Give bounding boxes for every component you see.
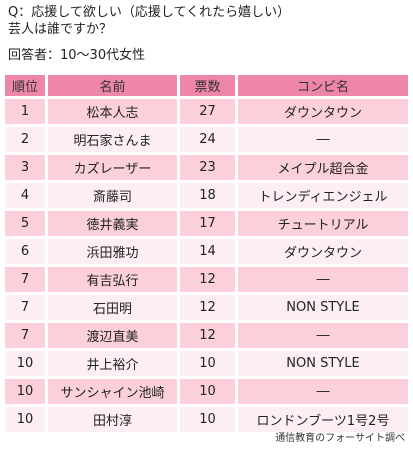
table-row: 4 斎藤司 18 トレンディエンジェル — [5, 183, 408, 208]
cell-combi: ― — [238, 379, 408, 404]
cell-rank: 7 — [5, 267, 48, 292]
cell-combi: ― — [238, 323, 408, 348]
table-row: 6 浜田雅功 14 ダウンタウン — [5, 239, 408, 264]
table-row: 10 田村淳 10 ロンドンブーツ1号2号 — [5, 407, 408, 432]
cell-combi: ― — [238, 127, 408, 152]
table-row: 10 井上裕介 10 NON STYLE — [5, 351, 408, 376]
cell-votes: 12 — [180, 295, 238, 320]
cell-votes: 10 — [180, 351, 238, 376]
cell-votes: 27 — [180, 99, 238, 124]
respondents-label: 回答者：10〜30代女性 — [8, 48, 146, 63]
cell-votes: 24 — [180, 127, 238, 152]
question-title: Q：応援して欲しい（応援してくれたら嬉しい） 芸人は誰ですか？ — [8, 5, 291, 37]
source-note: 通信教育のフォーサイト調べ — [275, 433, 405, 444]
cell-votes: 12 — [180, 323, 238, 348]
table-row: 5 徳井義実 17 チュートリアル — [5, 211, 408, 236]
cell-rank: 10 — [5, 351, 48, 376]
cell-combi: NON STYLE — [238, 295, 408, 320]
header-votes: 票数 — [180, 75, 238, 96]
cell-combi: トレンディエンジェル — [238, 183, 408, 208]
table-row: 7 有吉弘行 12 ― — [5, 267, 408, 292]
cell-name: 松本人志 — [48, 99, 180, 124]
ranking-body: 1 松本人志 27 ダウンタウン 2 明石家さんま 24 ― 3 カズレーザー 23 メイプル超合金 4… — [5, 99, 408, 432]
cell-votes: 17 — [180, 211, 238, 236]
cell-rank: 4 — [5, 183, 48, 208]
cell-combi: ロンドンブーツ1号2号 — [238, 407, 408, 432]
cell-votes: 10 — [180, 407, 238, 432]
header-combi: コンビ名 — [238, 75, 408, 96]
table-header-row: 順位 名前 票数 コンビ名 — [5, 75, 408, 96]
table-row: 7 石田明 12 NON STYLE — [5, 295, 408, 320]
cell-name: 浜田雅功 — [48, 239, 180, 264]
cell-name: カズレーザー — [48, 155, 180, 180]
cell-votes: 23 — [180, 155, 238, 180]
cell-combi: ― — [238, 267, 408, 292]
cell-name: 有吉弘行 — [48, 267, 180, 292]
ranking-table: 順位 名前 票数 コンビ名 1 松本人志 27 ダウンタウン 2 明石家さんま 24 ― 3 カズ… — [5, 72, 408, 435]
cell-combi: チュートリアル — [238, 211, 408, 236]
header-rank: 順位 — [5, 75, 48, 96]
table-row: 10 サンシャイン池崎 10 ― — [5, 379, 408, 404]
cell-name: サンシャイン池崎 — [48, 379, 180, 404]
cell-combi: ダウンタウン — [238, 99, 408, 124]
cell-rank: 5 — [5, 211, 48, 236]
cell-combi: NON STYLE — [238, 351, 408, 376]
table-row: 7 渡辺直美 12 ― — [5, 323, 408, 348]
cell-rank: 6 — [5, 239, 48, 264]
cell-name: 石田明 — [48, 295, 180, 320]
cell-rank: 7 — [5, 295, 48, 320]
cell-votes: 18 — [180, 183, 238, 208]
header-name: 名前 — [48, 75, 180, 96]
cell-name: 徳井義実 — [48, 211, 180, 236]
cell-rank: 2 — [5, 127, 48, 152]
cell-votes: 12 — [180, 267, 238, 292]
cell-votes: 10 — [180, 379, 238, 404]
cell-rank: 10 — [5, 379, 48, 404]
cell-votes: 14 — [180, 239, 238, 264]
cell-name: 渡辺直美 — [48, 323, 180, 348]
cell-name: 斎藤司 — [48, 183, 180, 208]
cell-name: 井上裕介 — [48, 351, 180, 376]
cell-combi: メイプル超合金 — [238, 155, 408, 180]
cell-rank: 3 — [5, 155, 48, 180]
cell-rank: 7 — [5, 323, 48, 348]
table-row: 2 明石家さんま 24 ― — [5, 127, 408, 152]
cell-combi: ダウンタウン — [238, 239, 408, 264]
cell-name: 田村淳 — [48, 407, 180, 432]
cell-rank: 10 — [5, 407, 48, 432]
cell-name: 明石家さんま — [48, 127, 180, 152]
table-row: 3 カズレーザー 23 メイプル超合金 — [5, 155, 408, 180]
cell-rank: 1 — [5, 99, 48, 124]
table-row: 1 松本人志 27 ダウンタウン — [5, 99, 408, 124]
